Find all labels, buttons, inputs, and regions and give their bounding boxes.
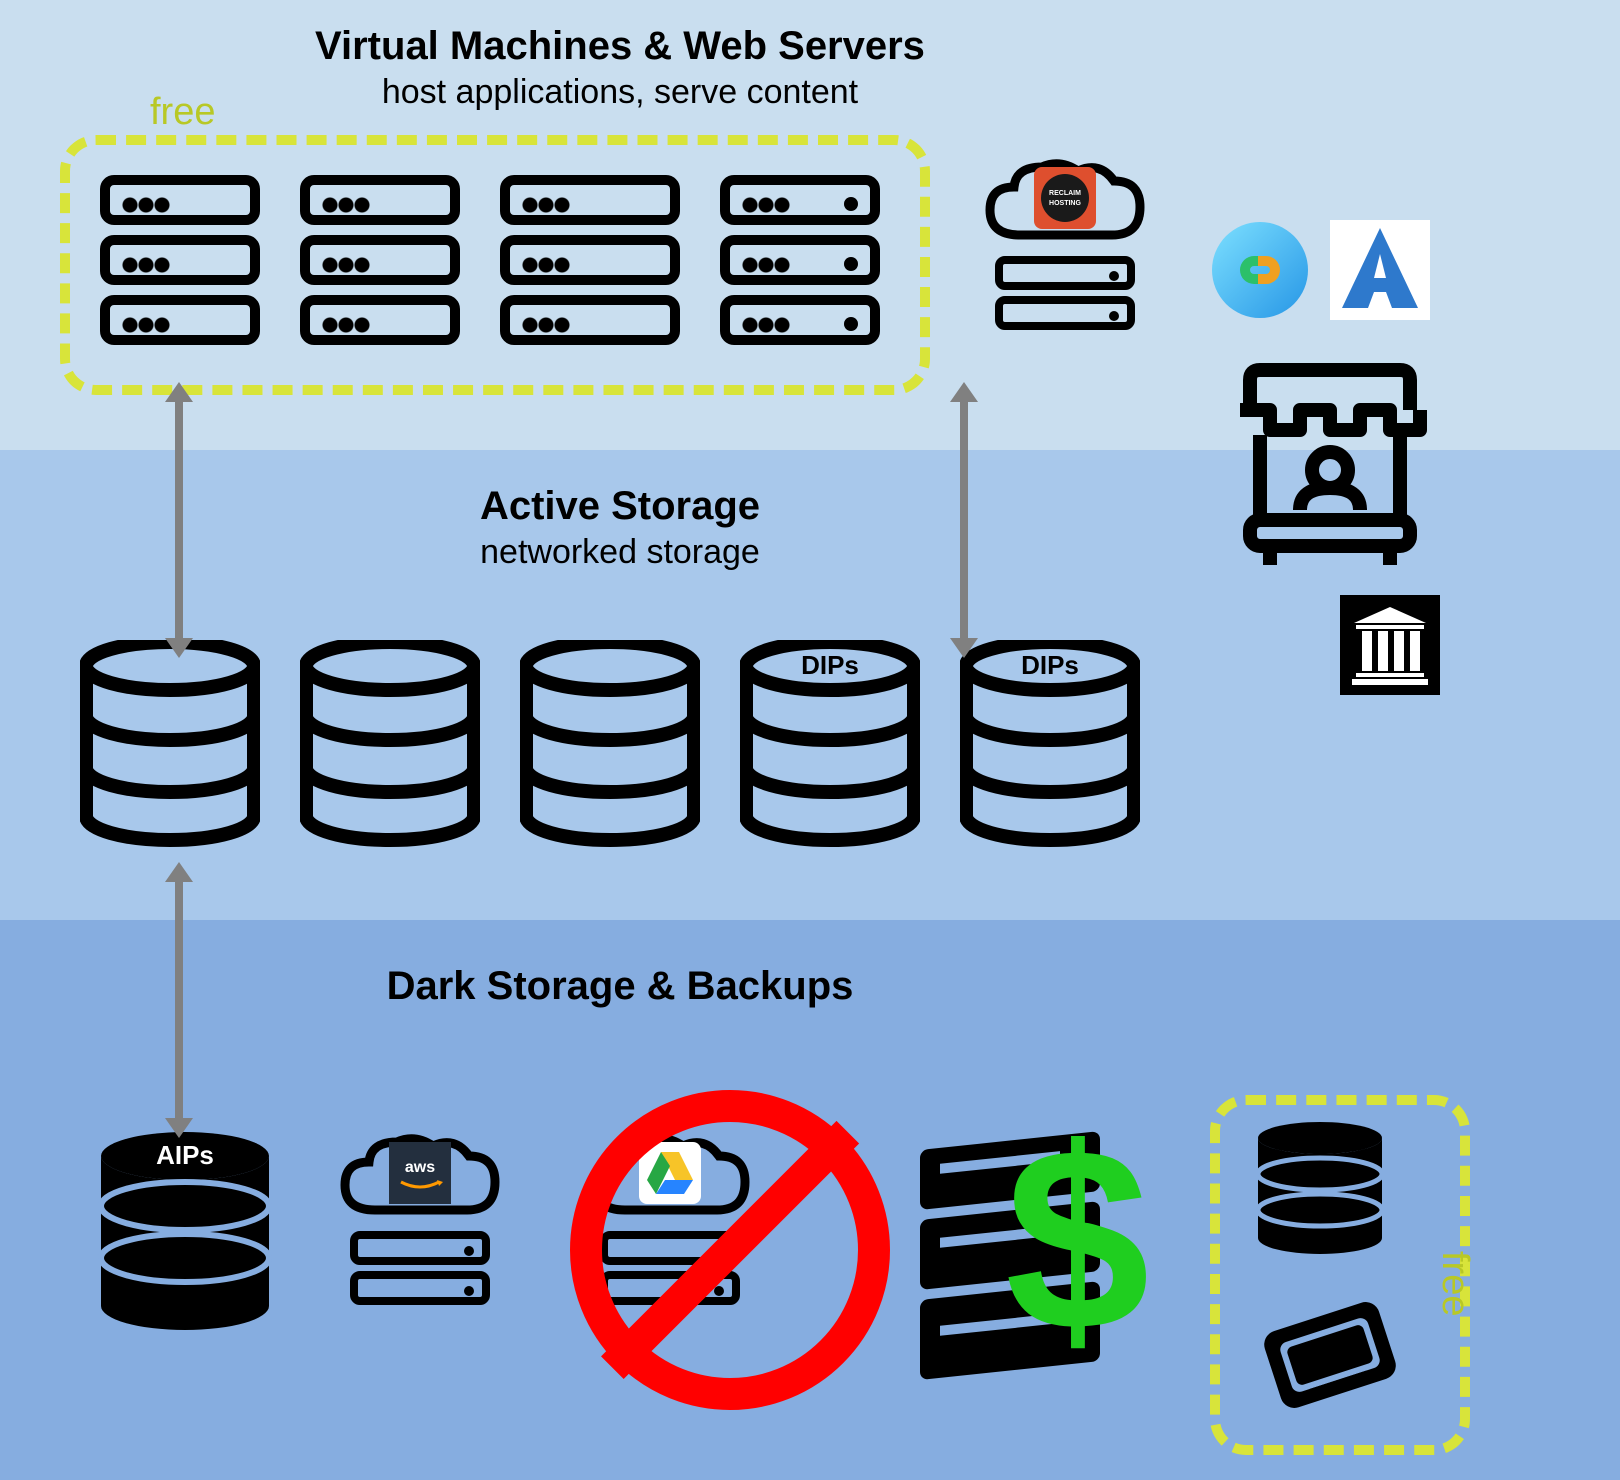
server-stack-icon [720,175,880,355]
prohibit-icon [570,1090,890,1410]
mini-cylinder-icon [1250,1120,1390,1275]
storage-cylinder-icon [520,640,700,860]
storage-cylinder-icon: DIPs [740,640,920,860]
mini-drive-icon [1250,1285,1410,1430]
bidirectional-arrow [175,400,183,640]
storage-cylinder-icon: DIPs [960,640,1140,860]
internet-archive-icon [1340,595,1440,695]
aws-logo: aws [389,1142,451,1204]
cylinder-label: DIPs [960,650,1140,681]
free-label-backup: free [1433,1251,1476,1316]
aips-label: AIPs [95,1140,275,1171]
bidirectional-arrow [175,880,183,1120]
active-title: Active Storage [0,484,1240,529]
dark-title-block: Dark Storage & Backups [0,940,1240,1009]
server-stack-icon [500,175,680,355]
dark-title: Dark Storage & Backups [0,964,1240,1009]
vm-title: Virtual Machines & Web Servers [0,24,1240,69]
cloud-server-reclaim: RECLAIM HOSTING [965,155,1165,336]
aips-cylinder-icon: AIPs [95,1130,275,1350]
azure-icon [1330,220,1430,320]
storage-cylinder-icon [80,640,260,860]
active-subtitle: networked storage [0,533,1240,572]
active-title-block: Active Storage networked storage [0,460,1240,572]
svg-text:HOSTING: HOSTING [1049,200,1081,207]
kiosk-icon [1230,360,1430,570]
dollar-icon: $ [1005,1110,1150,1370]
bidirectional-arrow [960,400,968,640]
storage-cylinder-icon [300,640,480,860]
reclaim-hosting-logo: RECLAIM HOSTING [1034,167,1096,229]
infrastructure-diagram: Virtual Machines & Web Servers host appl… [0,0,1620,1480]
free-label-vm: free [150,91,215,134]
cloud-server-aws: aws [320,1130,520,1311]
svg-text:aws: aws [405,1159,435,1176]
cylinder-label: DIPs [740,650,920,681]
svg-text:RECLAIM: RECLAIM [1049,190,1081,197]
link-service-icon [1210,220,1310,320]
server-stack-icon [100,175,260,355]
server-stack-icon [300,175,460,355]
